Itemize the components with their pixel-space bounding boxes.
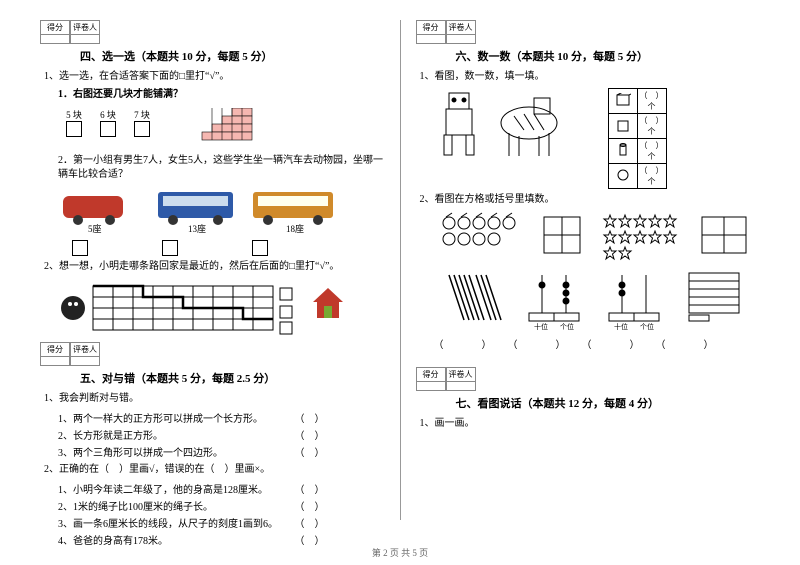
left-column: 得分 评卷人 四、选一选（本题共 10 分，每题 5 分） 1、选一选，在合适答… — [30, 20, 395, 540]
grader-cell: 评卷人 — [70, 20, 100, 44]
sec6-blanks[interactable]: （ ） （ ） （ ） （ ） — [434, 339, 761, 353]
maze-figure — [58, 278, 358, 338]
tf-paren[interactable]: （ ） — [295, 410, 325, 425]
section5-title: 五、对与错（本题共 5 分，每题 2.5 分） — [80, 370, 385, 386]
section4-title: 四、选一选（本题共 10 分，每题 5 分） — [80, 48, 385, 64]
grader-label: 评卷人 — [71, 21, 99, 35]
page: 得分 评卷人 四、选一选（本题共 10 分，每题 5 分） 1、选一选，在合适答… — [0, 0, 800, 540]
checkbox-car[interactable] — [72, 240, 88, 256]
sec4-q1-p1: 1．右图还要几块才能铺满？ — [58, 88, 385, 102]
checkbox-7[interactable] — [134, 121, 150, 137]
checkbox-minibus[interactable] — [162, 240, 178, 256]
opt-7: 7 块 — [134, 110, 150, 120]
vehicle-checkboxes — [70, 240, 385, 256]
count-cuboid[interactable]: （ ）个 — [637, 89, 666, 114]
svg-text:个位: 个位 — [560, 322, 574, 331]
tf2-4: 4、爸爸的身高有178米。 — [58, 532, 168, 547]
vehicle-5: 5座 — [88, 223, 102, 234]
svg-text:十位: 十位 — [534, 322, 548, 331]
sec6-q2: 2、看图在方格或括号里填数。 — [420, 193, 761, 207]
score-box-sec5: 得分 评卷人 — [40, 342, 385, 366]
opt-6: 6 块 — [100, 110, 116, 120]
stairs-figure — [192, 108, 262, 146]
right-column: 得分 评卷人 六、数一数（本题共 10 分，每题 5 分） 1、看图，数一数，填… — [406, 20, 771, 540]
sec4-q1-stem: 1、选一选，在合适答案下面的□里打“√”。 — [44, 70, 385, 84]
sec4-q1-p2: 2．第一小组有男生7人，女生5人，这些学生坐一辆汽车去动物园，坐哪一辆车比较合适… — [58, 154, 385, 182]
tf1-2: 2、长方形就是正方形。 — [58, 427, 163, 442]
tile-choices: 5 块 6 块 7 块 — [64, 108, 152, 137]
vehicles-figure: 5座 13座 18座 — [58, 186, 338, 236]
tf2-2: 2、1米的绳子比100厘米的绳子长。 — [58, 498, 213, 513]
tf2-3: 3、画一条6厘米长的线段，从尺子的刻度1画到6。 — [58, 515, 278, 530]
column-divider — [400, 20, 401, 520]
tf1-1: 1、两个一样大的正方形可以拼成一个长方形。 — [58, 410, 263, 425]
section6-title: 六、数一数（本题共 10 分，每题 5 分） — [456, 48, 761, 64]
svg-text:十位: 十位 — [614, 322, 628, 331]
tf1-3: 3、两个三角形可以拼成一个四边形。 — [58, 444, 223, 459]
count-cylinder[interactable]: （ ）个 — [637, 139, 666, 164]
count-sphere[interactable]: （ ）个 — [637, 164, 666, 189]
score-box-sec4: 得分 评卷人 — [40, 20, 385, 44]
svg-text:个位: 个位 — [640, 322, 654, 331]
opt-5: 5 块 — [66, 110, 82, 120]
checkbox-bus[interactable] — [252, 240, 268, 256]
section7-title: 七、看图说话（本题共 12 分，每题 4 分） — [456, 395, 761, 411]
checkbox-5[interactable] — [66, 121, 82, 137]
score-cell: 得分 — [40, 20, 70, 44]
tf2-1: 1、小明今年读二年级了，他的身高是128厘米。 — [58, 481, 268, 496]
count-row2: 十位 个位 十位 个位 — [434, 265, 754, 335]
shapes-count-table: （ ）个 （ ）个 （ ）个 （ ）个 — [608, 88, 667, 189]
checkbox-6[interactable] — [100, 121, 116, 137]
score-box-sec6: 得分 评卷人 — [416, 20, 761, 44]
score-label: 得分 — [41, 21, 69, 35]
vehicle-13: 13座 — [188, 223, 206, 234]
sec7-q1: 1、画一画。 — [420, 417, 761, 431]
vehicle-18: 18座 — [286, 223, 304, 234]
robot-zebra-figure — [434, 88, 584, 168]
count-cube[interactable]: （ ）个 — [637, 114, 666, 139]
sec5-q1-stem: 1、我会判断对与错。 — [44, 392, 385, 406]
score-box-sec7: 得分 评卷人 — [416, 367, 761, 391]
sec4-q2: 2、想一想，小明走哪条路回家是最近的，然后在后面的□里打“√”。 — [44, 260, 385, 274]
sec5-q2-stem: 2、正确的在（ ）里画√，错误的在（ ）里画×。 — [44, 463, 385, 477]
count-row1 — [434, 211, 754, 261]
sec6-q1: 1、看图，数一数，填一填。 — [420, 70, 761, 84]
page-footer: 第 2 页 共 5 页 — [0, 546, 800, 559]
